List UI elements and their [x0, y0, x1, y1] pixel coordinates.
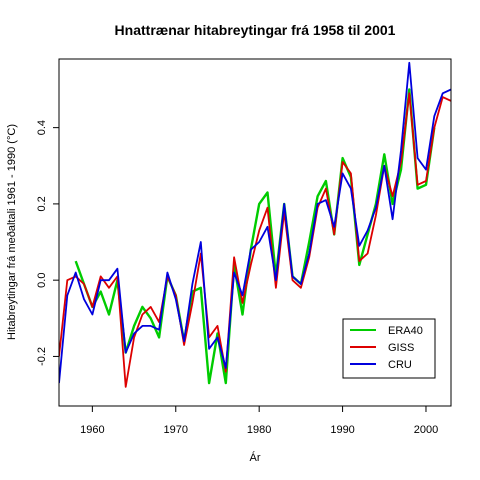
- series-line-cru: [59, 61, 451, 384]
- x-tick-label: 1980: [247, 424, 271, 436]
- x-tick-label: 1990: [330, 424, 354, 436]
- plot-frame: [58, 58, 452, 407]
- legend-label-era40: ERA40: [388, 325, 423, 337]
- legend-label-cru: CRU: [388, 359, 412, 371]
- x-tick-label: 2000: [414, 424, 438, 436]
- axes: 1960 1970 1980 1990 2000 -0.2 0.0 0.2 0.4: [36, 120, 438, 436]
- y-tick-label: 0.4: [36, 120, 48, 135]
- legend-box: [342, 318, 436, 379]
- legend: ERA40 GISS CRU: [342, 318, 436, 379]
- y-tick-label: 0.0: [36, 273, 48, 288]
- y-tick-label: -0.2: [36, 347, 48, 366]
- series-group: [59, 61, 451, 388]
- x-axis-label: Ár: [250, 451, 261, 464]
- legend-label-giss: GISS: [388, 342, 414, 354]
- y-axis-label: Hitabreytingar frá meðaltali 1961 - 1990…: [6, 124, 18, 340]
- y-tick-label: 0.2: [36, 196, 48, 211]
- x-tick-label: 1960: [80, 424, 104, 436]
- chart-title: Hnattrænar hitabreytingar frá 1958 til 2…: [115, 22, 396, 38]
- x-tick-label: 1970: [164, 424, 188, 436]
